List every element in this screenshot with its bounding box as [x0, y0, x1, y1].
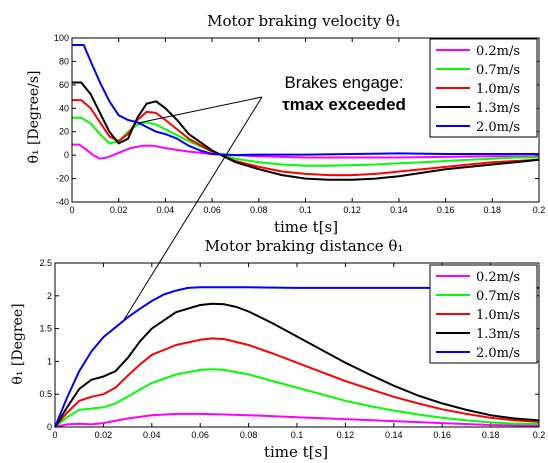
distance-x-tick-label: 0.14: [385, 430, 403, 440]
distance-x-tick-label: 0.08: [240, 430, 258, 440]
velocity-series-line: [72, 143, 539, 160]
distance-x-axis-label: time t[s]: [264, 443, 328, 461]
velocity-plot-area: [71, 37, 540, 203]
velocity-y-axis-label: θ̇₁ [Degree/s]: [26, 70, 42, 163]
distance-y-tick-label: 2.5: [39, 258, 52, 268]
velocity-x-tick-label: 0.14: [390, 205, 408, 215]
velocity-y-tick-label: 0: [64, 150, 69, 160]
velocity-x-tick-label: 0.04: [157, 205, 175, 215]
distance-x-tick-label: 0.04: [143, 430, 161, 440]
velocity-x-tick-label: 0.12: [343, 205, 361, 215]
distance-x-tick-label: 0: [52, 430, 57, 440]
velocity-y-tick-label: 60: [59, 80, 69, 90]
distance-y-tick-label: 0.5: [39, 389, 52, 399]
distance-legend: 0.2m/s 0.7m/s 1.0m/s 1.3m/s 2.0m/s: [429, 264, 538, 364]
velocity-x-tick-label: 0.18: [484, 205, 502, 215]
distance-legend-label: 1.0m/s: [476, 308, 520, 323]
velocity-x-tick-label: 0: [69, 205, 74, 215]
distance-legend-label: 0.7m/s: [476, 289, 520, 304]
velocity-legend-label: 1.0m/s: [476, 82, 520, 97]
distance-series-line: [54, 337, 540, 428]
velocity-chart-title: Motor braking velocity θ̇₁: [207, 12, 401, 30]
distance-series-line: [54, 368, 539, 428]
distance-legend-label: 2.0m/s: [476, 346, 520, 361]
velocity-series-group: [72, 44, 540, 181]
annotation-arrow-line: [121, 96, 263, 324]
distance-x-tick-label: 0.18: [482, 430, 500, 440]
distance-x-tick-label: 0.02: [95, 430, 113, 440]
distance-x-tick-label: 0.12: [337, 430, 355, 440]
velocity-series-line: [72, 44, 539, 157]
velocity-x-tick-label: 0.1: [299, 205, 312, 215]
distance-y-tick-label: 1.5: [39, 324, 52, 334]
distance-y-tick-label: 0: [47, 422, 52, 432]
distance-y-tick-label: 1: [47, 356, 52, 366]
velocity-y-tick-label: -40: [56, 197, 69, 207]
velocity-x-tick-label: 0.06: [203, 205, 221, 215]
velocity-x-tick-label: 0.02: [110, 205, 128, 215]
velocity-legend-label: 2.0m/s: [476, 120, 520, 135]
velocity-legend-label: 0.7m/s: [476, 63, 520, 78]
distance-series-group: [54, 286, 540, 428]
annotation-line-1: Brakes engage:: [284, 73, 403, 92]
brake-annotation: Brakes engage: τmax exceeded: [121, 66, 416, 324]
velocity-x-axis-label: time t[s]: [274, 218, 338, 236]
distance-series-line: [54, 286, 539, 428]
annotation-arrow-line: [137, 96, 263, 124]
velocity-x-tick-label: 0.08: [250, 205, 268, 215]
velocity-legend-label: 0.2m/s: [476, 44, 520, 59]
velocity-y-tick-label: 20: [59, 127, 69, 137]
annotation-background: [268, 66, 416, 118]
distance-legend-label: 0.2m/s: [476, 270, 520, 285]
velocity-axis-ticks: 0 0.02 0.04 0.06 0.08 0.1 0.12 0.14 0.16 0.18 0.2 -…: [54, 33, 545, 215]
distance-chart-title: Motor braking distance θ₁: [205, 237, 404, 255]
velocity-series-line: [72, 81, 540, 181]
velocity-y-tick-label: 40: [59, 103, 69, 113]
velocity-y-tick-label: 80: [59, 56, 69, 66]
distance-x-tick-label: 0.2: [533, 430, 546, 440]
velocity-x-tick-label: 0.2: [533, 205, 546, 215]
chart-velocity: Motor braking velocity θ̇₁ θ̇₁ [Degree/s…: [26, 12, 545, 324]
velocity-y-tick-label: -20: [56, 174, 69, 184]
distance-y-tick-label: 2: [47, 291, 52, 301]
velocity-y-tick-label: 100: [54, 33, 69, 43]
distance-x-tick-label: 0.1: [291, 430, 304, 440]
annotation-line-2: τmax exceeded: [282, 95, 406, 114]
velocity-legend: 0.2m/s 0.7m/s 1.0m/s 1.3m/s 2.0m/s: [429, 38, 538, 138]
chart-distance: Motor braking distance θ₁ θ₁ [Degree] ti…: [10, 237, 545, 461]
distance-x-tick-label: 0.06: [191, 430, 209, 440]
distance-y-axis-label: θ₁ [Degree]: [10, 303, 26, 384]
distance-series-line: [54, 412, 540, 428]
distance-x-tick-label: 0.16: [433, 430, 451, 440]
velocity-x-tick-label: 0.16: [437, 205, 455, 215]
velocity-legend-label: 1.3m/s: [476, 101, 520, 116]
distance-plot-area: [54, 262, 540, 428]
distance-legend-label: 1.3m/s: [476, 327, 520, 342]
distance-series-line: [54, 302, 540, 428]
